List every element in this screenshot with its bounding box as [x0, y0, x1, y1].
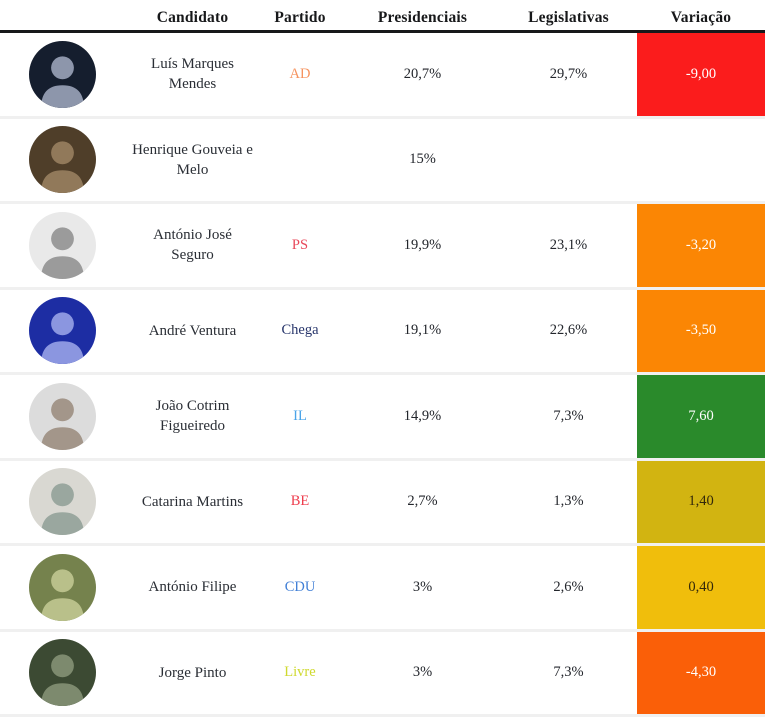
presidenciais-value: 14,9%	[403, 407, 442, 424]
person-silhouette-icon	[41, 141, 84, 194]
table-row: Luís Marques Mendes AD 20,7% 29,7% -9,00	[0, 33, 765, 119]
variacao-cell: 7,60	[637, 375, 765, 458]
party-label: IL	[293, 407, 307, 424]
avatar-cell	[0, 33, 130, 116]
table-row: Catarina Martins BE 2,7% 1,3% 1,40	[0, 460, 765, 546]
person-silhouette-icon	[41, 483, 84, 536]
candidate-name: João Cotrim Figueiredo	[155, 398, 230, 435]
table-row: António José Seguro PS 19,9% 23,1% -3,20	[0, 204, 765, 290]
presidenciais-value: 2,7%	[407, 493, 438, 510]
header-presidenciais: Presidenciais	[377, 9, 468, 26]
header-avatar-spacer	[0, 12, 130, 18]
legislativas-value: 23,1%	[549, 236, 588, 253]
table-row: João Cotrim Figueiredo IL 14,9% 7,3% 7,6…	[0, 375, 765, 461]
variacao-cell: 1,40	[637, 460, 765, 543]
avatar-cell	[0, 632, 130, 715]
header-variacao: Variação	[670, 9, 732, 26]
legislativas-value	[500, 119, 637, 202]
table-row: Henrique Gouveia e Melo 15%	[0, 119, 765, 204]
legislativas-value: 7,3%	[553, 664, 584, 681]
party-label: PS	[291, 236, 309, 253]
avatar-cell	[0, 461, 130, 544]
person-silhouette-icon	[41, 569, 84, 621]
presidenciais-value: 19,1%	[403, 322, 442, 339]
candidate-name: António Filipe	[148, 579, 237, 596]
candidate-avatar	[29, 639, 96, 707]
legislativas-value: 2,6%	[553, 578, 584, 595]
candidate-avatar	[29, 211, 96, 279]
legislativas-value: 1,3%	[553, 493, 584, 510]
presidenciais-value: 3%	[412, 664, 433, 681]
header-legislativas: Legislativas	[528, 9, 609, 26]
variacao-cell: -9,00	[637, 33, 765, 116]
person-silhouette-icon	[41, 398, 84, 450]
variacao-cell: -3,20	[637, 204, 765, 287]
party-label: AD	[289, 65, 311, 82]
candidate-avatar	[29, 40, 96, 108]
candidate-avatar	[29, 297, 96, 365]
candidate-name: António José Seguro	[153, 227, 232, 264]
candidate-name: Luís Marques Mendes	[151, 56, 234, 93]
candidate-avatar	[29, 382, 96, 450]
legislativas-value: 29,7%	[549, 65, 588, 82]
presidenciais-value: 19,9%	[403, 236, 442, 253]
header-candidato: Candidato	[156, 9, 229, 26]
table-row: António Filipe CDU 3% 2,6% 0,40	[0, 546, 765, 632]
candidate-name: Henrique Gouveia e Melo	[132, 141, 253, 178]
table-row: André Ventura Chega 19,1% 22,6% -3,50	[0, 289, 765, 375]
variacao-cell	[637, 119, 765, 202]
avatar-cell	[0, 119, 130, 202]
candidate-name: Jorge Pinto	[158, 664, 227, 681]
presidenciais-value: 3%	[412, 578, 433, 595]
table-row: Jorge Pinto Livre 3% 7,3% -4,30	[0, 631, 765, 717]
candidate-name: Catarina Martins	[141, 493, 244, 510]
party-label: CDU	[284, 578, 316, 595]
header-partido: Partido	[274, 9, 326, 26]
candidate-avatar	[29, 126, 96, 194]
avatar-cell	[0, 204, 130, 287]
variacao-cell: -4,30	[637, 631, 765, 714]
candidate-avatar	[29, 468, 96, 536]
candidate-name: André Ventura	[148, 322, 237, 339]
person-silhouette-icon	[41, 312, 84, 365]
legislativas-value: 7,3%	[553, 407, 584, 424]
person-silhouette-icon	[41, 227, 84, 279]
presidenciais-value: 20,7%	[403, 65, 442, 82]
presidenciais-value: 15%	[409, 151, 436, 168]
variacao-cell: 0,40	[637, 546, 765, 629]
table-header-row: Candidato Partido Presidenciais Legislat…	[0, 0, 765, 33]
legislativas-value: 22,6%	[549, 322, 588, 339]
avatar-cell	[0, 546, 130, 629]
avatar-cell	[0, 375, 130, 458]
person-silhouette-icon	[41, 56, 84, 108]
party-label: Chega	[281, 322, 319, 339]
candidate-avatar	[29, 553, 96, 621]
person-silhouette-icon	[41, 654, 84, 707]
variacao-cell: -3,50	[637, 289, 765, 372]
party-label	[255, 119, 345, 202]
avatar-cell	[0, 290, 130, 373]
party-label: Livre	[284, 664, 316, 681]
party-label: BE	[290, 493, 310, 510]
